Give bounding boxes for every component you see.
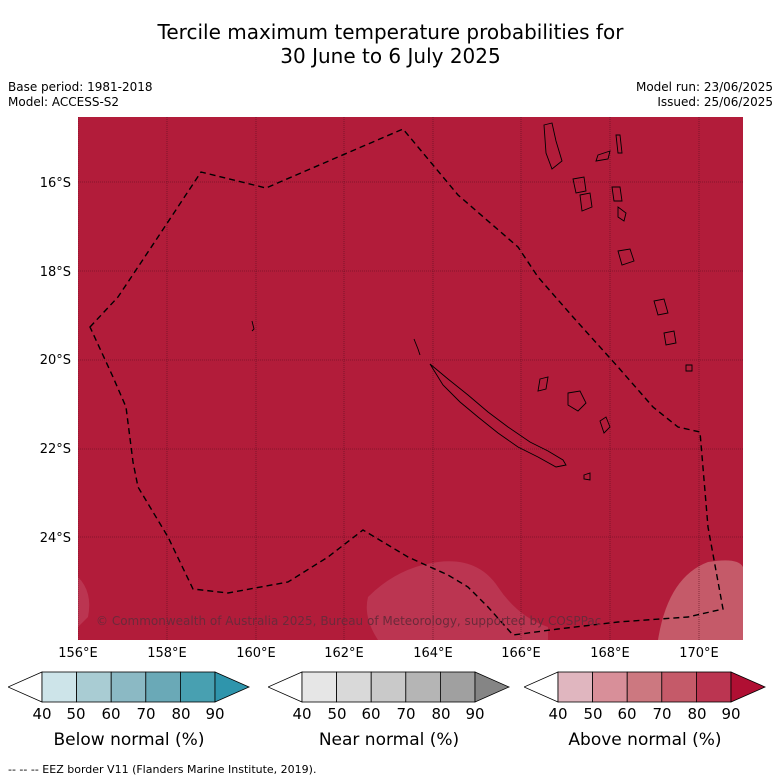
colorbar-segment [336,671,372,703]
lon-label: 160°E [236,646,276,661]
model-run: Model run: 23/06/2025 [635,80,773,94]
island [583,472,591,481]
colorbar-left-extend [8,671,43,703]
cbar-tick: 70 [136,705,156,723]
probability-fill [78,117,743,640]
island [413,338,421,356]
lon-label: 158°E [147,646,187,661]
map-title: Tercile maximum temperature probabilitie… [0,20,781,68]
island [537,376,549,392]
cbar-tick: 60 [101,705,121,723]
meta-left: Base period: 1981-2018 Model: ACCESS-S2 [8,80,153,110]
colorbar-segment [110,671,147,703]
vanuatu-island [579,192,593,212]
below-normal-colorbar [8,671,250,703]
cbar-tick: 80 [431,705,451,723]
issued-date: Issued: 25/06/2025 [657,95,773,109]
lat-label: 24°S [39,531,71,546]
below-normal-label: Below normal (%) [53,730,205,750]
vanuatu-island [615,134,623,154]
cbar-tick: 60 [361,705,381,723]
colorbar-right-extend [214,671,250,703]
vanuatu-island [617,206,627,222]
cbar-tick: 90 [721,705,741,723]
base-period: Base period: 1981-2018 [8,80,153,94]
colorbar-segment [661,671,697,703]
graticule [78,117,743,640]
lon-label: 162°E [324,646,364,661]
cbar-tick: 50 [327,705,347,723]
vanuatu-island [685,364,693,372]
colorbar-left-extend [268,671,303,703]
cbar-tick: 60 [617,705,637,723]
vanuatu-island [663,330,677,346]
title-line-2: 30 June to 6 July 2025 [280,44,501,68]
colorbar-segment [626,671,663,703]
cbar-tick: 90 [465,705,485,723]
colorbar-segment [405,671,441,703]
eez-legend-footer: -- -- -- EEZ border V11 (Flanders Marine… [8,763,317,776]
cbar-tick: 80 [687,705,707,723]
colorbar-segment [41,671,77,703]
near-normal-colorbar [268,671,510,703]
lon-label: 170°E [679,646,719,661]
cbar-tick: 70 [396,705,416,723]
lat-label: 22°S [39,442,71,457]
cbar-tick: 80 [171,705,191,723]
copyright-notice: © Commonwealth of Australia 2025, Bureau… [96,614,602,628]
meta-right: Model run: 23/06/2025 Issued: 25/06/2025 [636,80,773,110]
lon-label: 166°E [501,646,541,661]
near-normal-label: Near normal (%) [318,730,460,750]
probability-patch [658,560,743,640]
title-line-1: Tercile maximum temperature probabilitie… [157,20,624,44]
lon-label: 168°E [590,646,630,661]
colorbar-right-extend [730,671,766,703]
cbar-tick: 90 [205,705,225,723]
islet [251,320,255,332]
island [567,390,587,412]
cbar-tick: 40 [32,705,52,723]
above-normal-label: Above normal (%) [568,730,722,750]
vanuatu-island [611,186,623,202]
lon-label: 156°E [58,646,98,661]
cbar-tick: 70 [652,705,672,723]
probability-patch [366,561,548,640]
colorbar-left-extend [524,671,559,703]
vanuatu-island [543,122,563,170]
cbar-tick: 40 [292,705,312,723]
cbar-tick: 50 [583,705,603,723]
colorbar-segment [439,671,476,703]
colorbar-segment [695,671,732,703]
vanuatu-island [653,298,669,316]
colorbar-segment [370,671,407,703]
model-name: Model: ACCESS-S2 [8,95,120,109]
new-caledonia-island [429,363,567,468]
lon-label: 164°E [413,646,453,661]
colorbar-segment [145,671,181,703]
probability-patch [78,577,90,627]
lat-label: 20°S [39,353,71,368]
colorbar-segment [179,671,216,703]
lat-label: 16°S [39,176,71,191]
vanuatu-island [617,248,635,266]
colorbar-segment [557,671,593,703]
vanuatu-island [572,176,587,194]
colorbar-right-extend [474,671,510,703]
cbar-tick: 50 [66,705,86,723]
island [599,416,611,434]
colorbar-segment [76,671,112,703]
cbar-tick: 40 [548,705,568,723]
map-panel [78,117,743,640]
vanuatu-island [595,150,611,162]
eez-border [89,128,724,636]
lat-label: 18°S [39,265,71,280]
colorbar-segment [301,671,337,703]
above-normal-colorbar [524,671,766,703]
colorbar-segment [592,671,628,703]
